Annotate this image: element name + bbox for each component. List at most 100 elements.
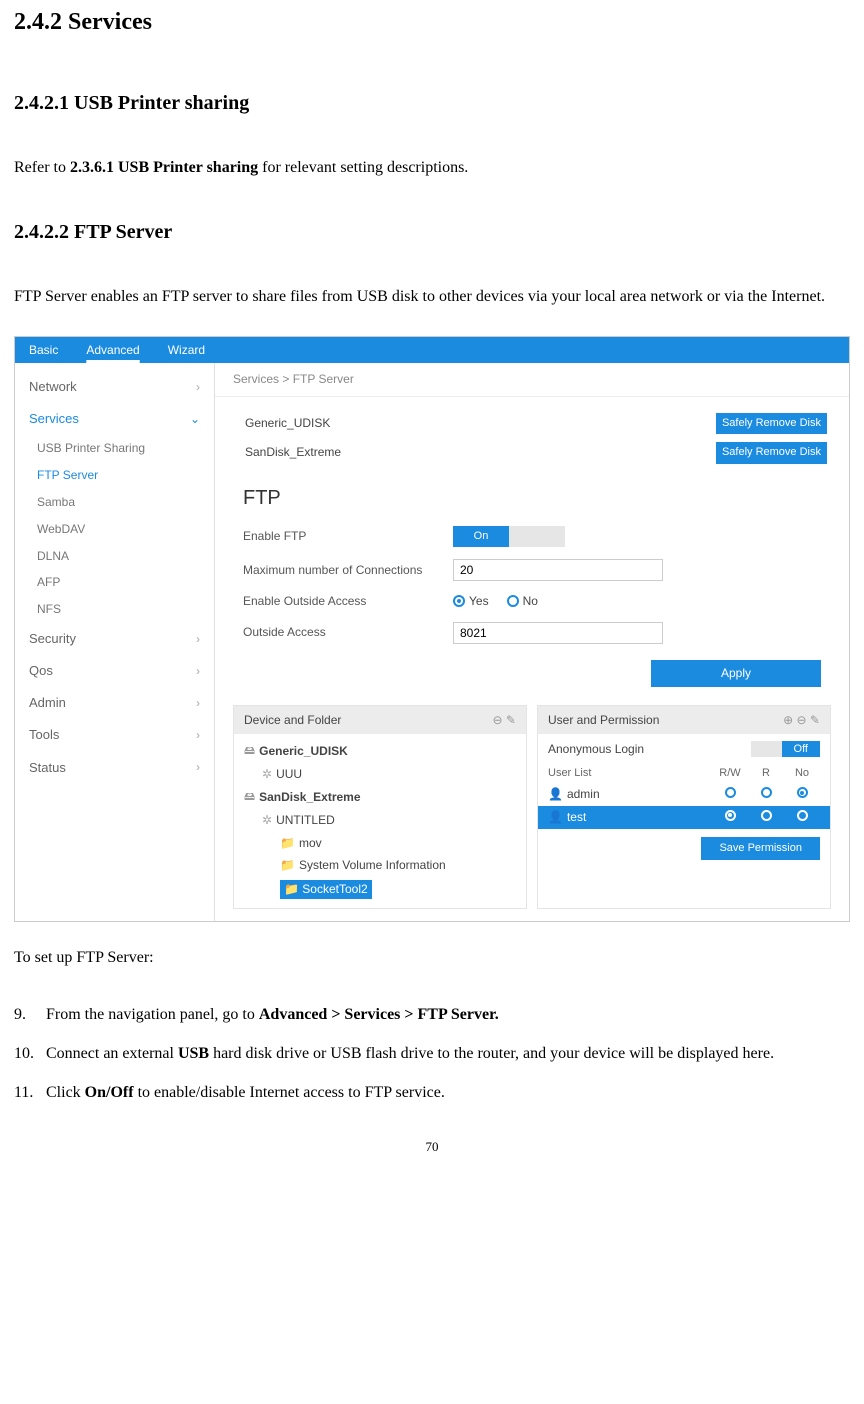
chevron-right-icon: › — [196, 663, 200, 680]
anonymous-toggle[interactable]: ..Off — [751, 740, 820, 757]
bold-usb: USB — [178, 1045, 209, 1062]
form-row-outside-access: Enable Outside Access Yes No — [215, 587, 849, 616]
column-title: Device and Folder — [244, 712, 341, 729]
tab-advanced[interactable]: Advanced — [72, 342, 153, 359]
user-name: test — [567, 809, 586, 826]
tree-label: mov — [299, 835, 322, 852]
tree-disk[interactable]: 🖴SanDisk_Extreme — [244, 786, 516, 809]
sidebar-label: Services — [29, 410, 79, 428]
outside-port-input[interactable] — [453, 622, 663, 644]
col-r: R — [748, 766, 784, 781]
column-header: User and Permission ⊕ ⊖ ✎ — [538, 706, 830, 735]
user-icon: 👤 — [548, 786, 563, 803]
tree-label: SocketTool2 — [302, 882, 367, 896]
safely-remove-button[interactable]: Safely Remove Disk — [716, 413, 827, 434]
folder-icon: 📁 — [280, 857, 295, 874]
tree-label: UNTITLED — [276, 812, 335, 829]
radio-no[interactable] — [797, 787, 808, 798]
apply-button[interactable]: Apply — [651, 660, 821, 687]
radio-dot-icon — [507, 595, 519, 607]
sidebar-item-status[interactable]: Status› — [15, 752, 214, 784]
radio-rw[interactable] — [725, 810, 736, 821]
tab-wizard[interactable]: Wizard — [154, 342, 219, 359]
tab-basic[interactable]: Basic — [15, 342, 72, 359]
router-admin-screenshot: Basic Advanced Wizard Network › Services⌄… — [14, 336, 850, 922]
gear-icon: ✲ — [262, 812, 272, 829]
chevron-right-icon: › — [196, 759, 200, 776]
radio-yes[interactable]: Yes — [453, 593, 489, 610]
chevron-right-icon: › — [196, 727, 200, 744]
tree-disk[interactable]: 🖴Generic_UDISK — [244, 740, 516, 763]
tree-item[interactable]: 📁mov — [244, 832, 516, 855]
save-permission-button[interactable]: Save Permission — [701, 837, 820, 860]
user-icon: 👤 — [548, 809, 563, 826]
sidebar-sublist: USB Printer Sharing FTP Server Samba Web… — [15, 435, 214, 623]
radio-label: No — [523, 593, 538, 610]
user-permission-column: User and Permission ⊕ ⊖ ✎ Anonymous Logi… — [537, 705, 831, 909]
radio-dot-icon — [453, 595, 465, 607]
radio-r[interactable] — [761, 810, 772, 821]
column-header-icons[interactable]: ⊖ ✎ — [493, 712, 516, 729]
permission-header: User List R/W R No — [538, 764, 830, 783]
toggle-off — [509, 526, 565, 547]
device-folder-column: Device and Folder ⊖ ✎ 🖴Generic_UDISK ✲UU… — [233, 705, 527, 909]
sidebar-sub-ftp[interactable]: FTP Server — [37, 462, 214, 489]
nav-path-bold: Advanced > Services > FTP Server. — [259, 1006, 499, 1023]
sidebar-item-qos[interactable]: Qos› — [15, 655, 214, 687]
apply-row: Apply — [215, 650, 849, 705]
label-enable-ftp: Enable FTP — [243, 528, 453, 545]
radio-r[interactable] — [761, 787, 772, 798]
tree-item[interactable]: ✲UUU — [244, 763, 516, 786]
sidebar-sub-afp[interactable]: AFP — [37, 569, 214, 596]
ftp-section-title: FTP — [243, 484, 821, 512]
perm-row-admin[interactable]: 👤admin — [538, 783, 830, 806]
userlist-label: User List — [548, 766, 712, 781]
sidebar-item-services[interactable]: Services⌄ — [15, 403, 214, 435]
col-rw: R/W — [712, 766, 748, 781]
tree-item-selected[interactable]: 📁 SocketTool2 — [244, 877, 516, 902]
label-max-conn: Maximum number of Connections — [243, 562, 453, 579]
sidebar-label: Network — [29, 378, 77, 396]
gear-icon: ✲ — [262, 766, 272, 783]
sidebar-label: Admin — [29, 694, 66, 712]
sidebar-label: Tools — [29, 726, 59, 744]
radio-no[interactable]: No — [507, 593, 538, 610]
text: Click — [46, 1084, 85, 1101]
ftp-description: FTP Server enables an FTP server to shar… — [14, 279, 850, 314]
sidebar-sub-webdav[interactable]: WebDAV — [37, 516, 214, 543]
sidebar-sub-nfs[interactable]: NFS — [37, 596, 214, 623]
sidebar-sub-usb[interactable]: USB Printer Sharing — [37, 435, 214, 462]
bottom-two-columns: Device and Folder ⊖ ✎ 🖴Generic_UDISK ✲UU… — [233, 705, 831, 909]
enable-ftp-toggle[interactable]: On — [453, 526, 565, 547]
radio-rw[interactable] — [725, 787, 736, 798]
safely-remove-button[interactable]: Safely Remove Disk — [716, 442, 827, 463]
sidebar-sub-dlna[interactable]: DLNA — [37, 543, 214, 570]
sidebar-sub-samba[interactable]: Samba — [37, 489, 214, 516]
sidebar-item-security[interactable]: Security› — [15, 623, 214, 655]
disk-name: Generic_UDISK — [245, 415, 330, 432]
text: Connect an external — [46, 1045, 178, 1062]
max-connections-input[interactable] — [453, 559, 663, 581]
perm-row-test[interactable]: 👤test — [538, 806, 830, 829]
sidebar: Network › Services⌄ USB Printer Sharing F… — [15, 363, 215, 921]
tree-item[interactable]: ✲UNTITLED — [244, 809, 516, 832]
bold-onoff: On/Off — [85, 1084, 134, 1101]
tree-item[interactable]: 📁System Volume Information — [244, 854, 516, 877]
page-number: 70 — [14, 1135, 850, 1160]
radio-label: Yes — [469, 593, 489, 610]
folder-icon: 📁 SocketTool2 — [280, 880, 372, 899]
chevron-right-icon: › — [196, 379, 200, 396]
disk-name: SanDisk_Extreme — [245, 444, 341, 461]
chevron-right-icon: › — [196, 631, 200, 648]
radio-no[interactable] — [797, 810, 808, 821]
top-tabs: Basic Advanced Wizard — [15, 337, 849, 363]
text: for relevant setting descriptions. — [258, 159, 468, 176]
sidebar-item-admin[interactable]: Admin› — [15, 687, 214, 719]
folder-icon: 📁 — [280, 835, 295, 852]
sidebar-item-network[interactable]: Network › — [15, 371, 214, 403]
step-10: Connect an external USB hard disk drive … — [14, 1036, 850, 1071]
text: From the navigation panel, go to — [46, 1006, 259, 1023]
column-header-icons[interactable]: ⊕ ⊖ ✎ — [783, 712, 820, 729]
sidebar-item-tools[interactable]: Tools › — [15, 719, 214, 751]
save-permission-row: Save Permission — [538, 829, 830, 868]
